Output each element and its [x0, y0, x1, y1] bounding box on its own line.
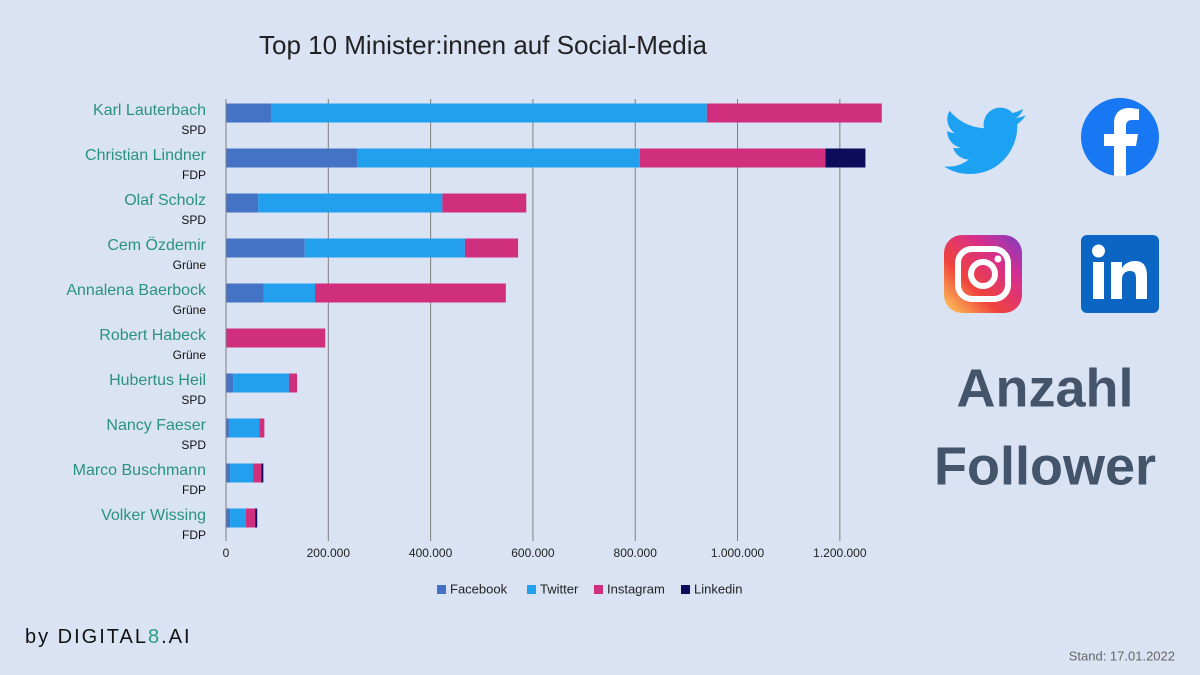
- side-text: Follower: [934, 436, 1156, 496]
- bar-segment: [229, 418, 260, 438]
- brand-part: .AI: [161, 626, 191, 648]
- bar-segment: [261, 463, 264, 483]
- bar-segment: [315, 283, 506, 303]
- legend-label: Facebook: [450, 581, 508, 596]
- brand-part: 8: [148, 626, 161, 648]
- bar-segment: [230, 463, 254, 483]
- party-label: Grüne: [173, 348, 207, 362]
- bar-segment: [825, 148, 866, 168]
- x-tick-label: 400.000: [409, 546, 453, 560]
- bar-segment: [258, 193, 443, 213]
- x-tick-label: 0: [223, 546, 230, 560]
- bar-segment: [255, 508, 258, 528]
- category-label: Hubertus Heil: [109, 372, 206, 389]
- bar-segment: [226, 463, 231, 483]
- party-label: Grüne: [173, 258, 207, 272]
- party-label: FDP: [182, 528, 206, 542]
- party-label: Grüne: [173, 303, 207, 317]
- bar-segment: [226, 373, 234, 393]
- linkedin-icon: [1081, 235, 1159, 313]
- party-label: SPD: [181, 438, 206, 452]
- bar-segment: [253, 463, 262, 483]
- category-label: Cem Özdemir: [107, 236, 206, 254]
- instagram-icon: [944, 235, 1022, 313]
- legend-swatch: [437, 585, 446, 594]
- category-label: Annalena Baerbock: [66, 282, 207, 299]
- bar-segment: [259, 418, 265, 438]
- bar-segment: [230, 508, 246, 528]
- x-tick-label: 1.200.000: [813, 546, 867, 560]
- bar-segment: [226, 283, 264, 303]
- bar-segment: [226, 193, 259, 213]
- facebook-icon: [1081, 98, 1159, 176]
- brand: by DIGITAL8.AI: [25, 626, 192, 648]
- party-label: FDP: [182, 483, 206, 497]
- chart: 0 200.000 400.000 600.000 800.000 1.000.000 1.…: [66, 99, 882, 596]
- bar-segment: [226, 328, 326, 348]
- legend-label: Instagram: [607, 581, 665, 596]
- bar-segment: [356, 148, 640, 168]
- side-text: Anzahl: [956, 358, 1133, 418]
- party-label: FDP: [182, 168, 206, 182]
- bar-segment: [226, 103, 272, 123]
- x-tick-label: 800.000: [614, 546, 658, 560]
- bar-segment: [639, 148, 826, 168]
- legend-label: Linkedin: [694, 581, 742, 596]
- bar-segment: [263, 283, 316, 303]
- bar-segment: [226, 238, 305, 258]
- bar-segment: [271, 103, 707, 123]
- bar-segment: [464, 238, 519, 258]
- legend-swatch: [594, 585, 603, 594]
- bar-segment: [245, 508, 256, 528]
- category-label: Volker Wissing: [101, 507, 206, 524]
- category-label: Olaf Scholz: [124, 192, 206, 209]
- x-tick-label: 1.000.000: [711, 546, 765, 560]
- party-label: SPD: [181, 393, 206, 407]
- bar-segment: [706, 103, 882, 123]
- category-label: Nancy Faeser: [106, 417, 206, 434]
- bar-segment: [304, 238, 465, 258]
- brand-part: by DIGITAL: [25, 626, 148, 648]
- legend-swatch: [527, 585, 536, 594]
- bar-segment: [226, 508, 231, 528]
- party-label: SPD: [181, 123, 206, 137]
- x-tick-label: 200.000: [307, 546, 351, 560]
- party-label: SPD: [181, 213, 206, 227]
- bar-segment: [288, 373, 298, 393]
- category-label: Robert Habeck: [99, 327, 207, 344]
- bar-segment: [226, 148, 357, 168]
- bar-segment: [442, 193, 527, 213]
- chart-title: Top 10 Minister:innen auf Social-Media: [259, 30, 708, 60]
- bar-segment: [226, 418, 230, 438]
- twitter-icon: [944, 107, 1026, 174]
- legend-swatch: [681, 585, 690, 594]
- category-label: Christian Lindner: [85, 147, 207, 164]
- date: Stand: 17.01.2022: [1069, 648, 1175, 663]
- category-label: Marco Buschmann: [73, 462, 206, 479]
- x-tick-label: 600.000: [511, 546, 555, 560]
- category-label: Karl Lauterbach: [93, 102, 206, 119]
- legend-label: Twitter: [540, 581, 579, 596]
- bar-segment: [233, 373, 289, 393]
